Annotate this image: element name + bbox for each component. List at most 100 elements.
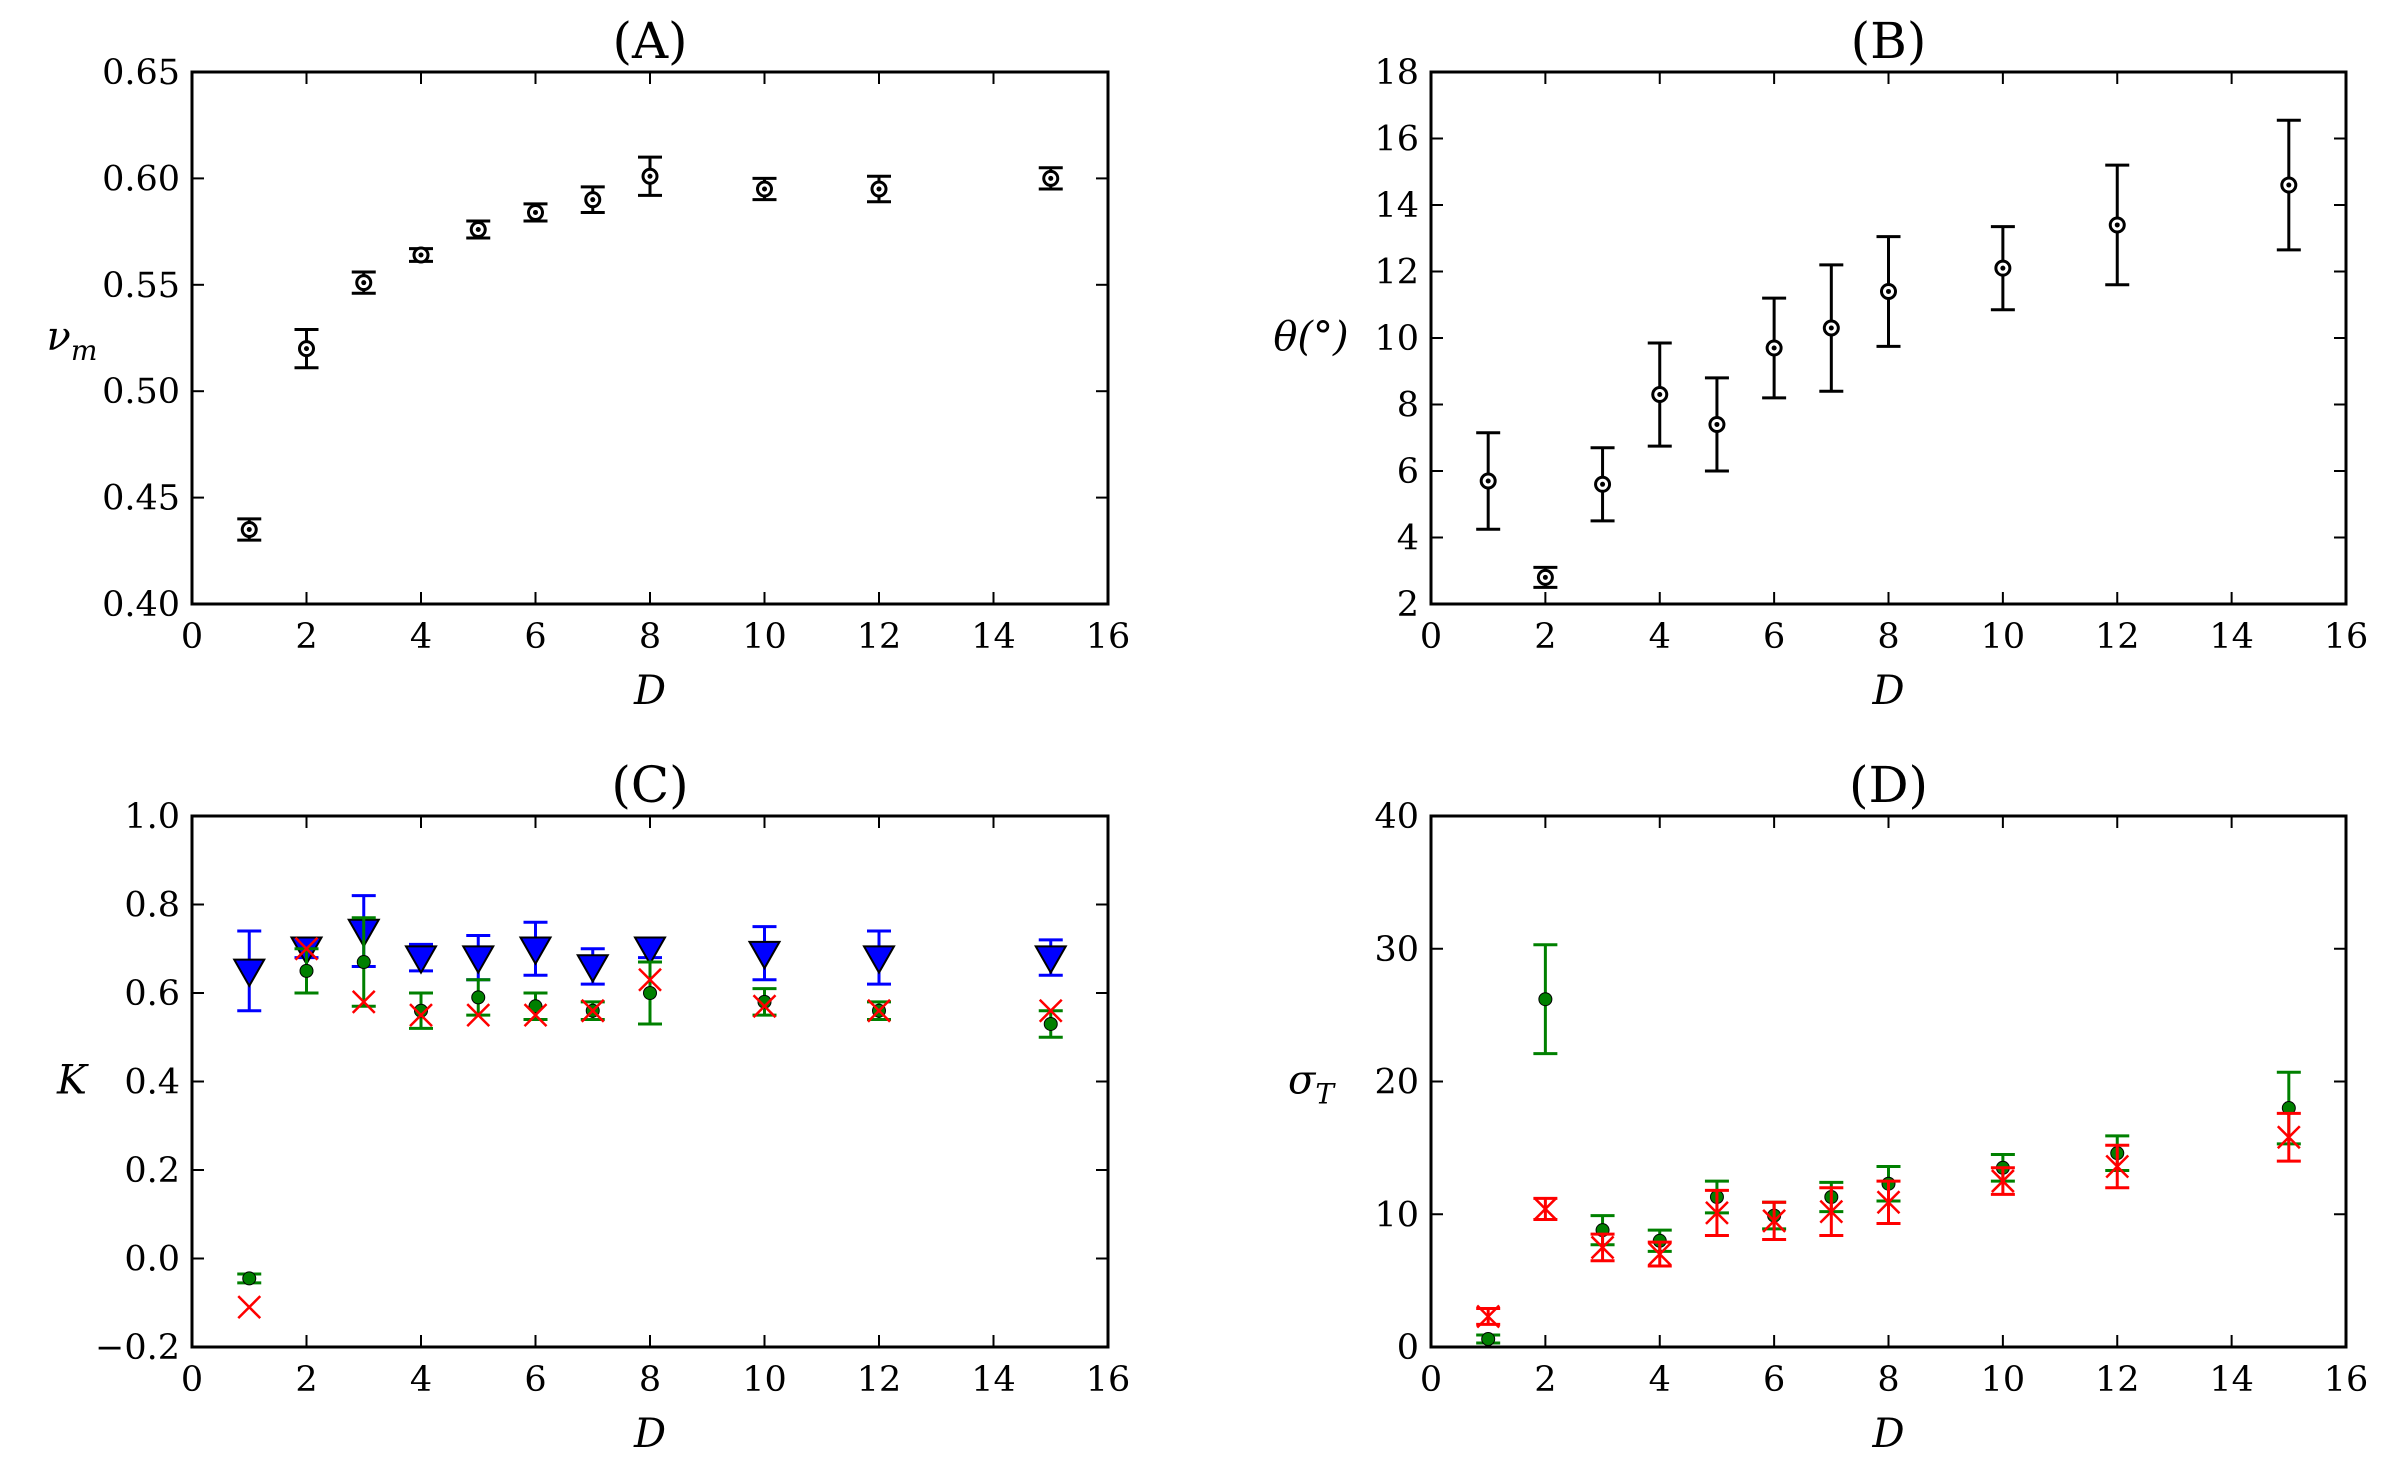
- x-tick-label: 0: [1420, 1360, 1442, 1400]
- data-point: [576, 954, 610, 984]
- x-tick-label: 12: [857, 617, 902, 657]
- data-point: [518, 936, 553, 966]
- data-point: [1538, 992, 1553, 1007]
- data-point-center: [1771, 345, 1777, 351]
- panel-title: (B): [1851, 12, 1927, 70]
- data-point-center: [1485, 478, 1491, 484]
- y-tick-label: 40: [1374, 797, 1419, 837]
- data-point: [752, 994, 777, 1019]
- data-point-center: [2114, 222, 2120, 228]
- data-point: [528, 999, 543, 1014]
- data-point: [1705, 1201, 1729, 1225]
- y-tick-label: 0.4: [124, 1063, 180, 1103]
- x-tick-label: 14: [2209, 1360, 2254, 1400]
- y-tick-label: 10: [1374, 319, 1419, 359]
- x-tick-label: 2: [295, 1360, 317, 1400]
- y-axis-label: νm: [47, 314, 98, 367]
- series-θ: [1476, 118, 2301, 589]
- x-tick-label: 16: [2324, 1360, 2369, 1400]
- x-tick-label: 2: [295, 617, 317, 657]
- x-axis-label: D: [633, 668, 666, 714]
- data-point: [461, 945, 495, 975]
- data-point-center: [304, 346, 309, 352]
- data-point-center: [762, 186, 767, 192]
- data-point: [1819, 1199, 1844, 1224]
- x-tick-label: 4: [410, 617, 432, 657]
- data-point: [1034, 945, 1068, 975]
- panel-title: (A): [612, 12, 687, 70]
- y-axis-label: K: [56, 1058, 89, 1104]
- y-tick-label: 0.60: [102, 159, 180, 199]
- x-tick-label: 16: [1086, 1360, 1131, 1400]
- data-point: [747, 940, 782, 971]
- x-tick-label: 6: [1763, 617, 1785, 657]
- data-point: [633, 936, 667, 966]
- y-tick-label: 1.0: [124, 797, 180, 837]
- y-tick-label: 12: [1374, 253, 1419, 293]
- x-tick-label: 14: [2209, 617, 2254, 657]
- x-tick-label: 8: [1877, 617, 1899, 657]
- data-point-center: [1714, 421, 1720, 427]
- x-tick-label: 6: [524, 1360, 546, 1400]
- y-tick-label: 10: [1374, 1195, 1419, 1235]
- data-point: [466, 1003, 491, 1028]
- data-point: [1533, 1197, 1558, 1221]
- x-axis-label: D: [633, 1411, 666, 1457]
- y-tick-label: 0.6: [124, 974, 180, 1014]
- data-point: [638, 967, 662, 992]
- data-point: [237, 1295, 262, 1320]
- x-tick-label: 6: [1763, 1360, 1785, 1400]
- x-tick-label: 10: [1981, 1360, 2026, 1400]
- data-point-center: [418, 252, 424, 258]
- data-point: [1481, 1332, 1496, 1347]
- y-tick-label: 0.50: [102, 372, 180, 412]
- data-point: [1762, 1209, 1787, 1233]
- data-point: [242, 1271, 257, 1286]
- plot-frame: [190, 70, 1110, 606]
- data-point: [580, 998, 605, 1023]
- x-tick-label: 8: [1877, 1360, 1899, 1400]
- y-tick-label: 0.2: [124, 1151, 180, 1191]
- data-point-center: [1886, 288, 1891, 294]
- data-point: [409, 1003, 433, 1028]
- y-tick-label: 0.40: [102, 585, 180, 625]
- data-point-center: [246, 527, 252, 533]
- data-point-center: [1542, 574, 1548, 580]
- panel-title: (C): [611, 756, 688, 814]
- y-tick-label: 8: [1397, 386, 1419, 426]
- plot-frame: [1429, 814, 2348, 1349]
- x-tick-label: 0: [181, 1360, 203, 1400]
- data-point: [643, 986, 657, 1000]
- data-point-center: [2000, 265, 2006, 271]
- x-tick-label: 12: [2095, 617, 2140, 657]
- data-point-center: [475, 226, 481, 232]
- data-point: [1038, 998, 1063, 1023]
- data-point: [757, 994, 772, 1009]
- x-tick-label: 4: [1649, 617, 1671, 657]
- y-tick-label: −0.2: [95, 1328, 180, 1368]
- y-tick-label: 14: [1374, 186, 1419, 226]
- panel-title: (D): [1849, 756, 1928, 814]
- data-point: [1647, 1242, 1672, 1266]
- x-tick-label: 8: [639, 617, 661, 657]
- x-tick-label: 14: [971, 1360, 1016, 1400]
- data-point: [867, 998, 891, 1023]
- series-red: [1476, 1111, 2301, 1329]
- y-axis-label: θ(°): [1273, 314, 1348, 360]
- series-green: [1476, 943, 2301, 1347]
- x-tick-label: 6: [524, 617, 546, 657]
- x-tick-label: 10: [742, 1360, 787, 1400]
- x-tick-label: 2: [1534, 1360, 1556, 1400]
- x-tick-label: 0: [181, 617, 203, 657]
- data-point-center: [1657, 392, 1663, 398]
- data-point-center: [1828, 325, 1834, 331]
- data-point: [232, 958, 266, 988]
- y-tick-label: 16: [1374, 120, 1419, 160]
- data-point: [299, 963, 314, 978]
- data-point: [351, 989, 376, 1014]
- data-point-center: [647, 173, 653, 179]
- data-point-center: [361, 280, 367, 286]
- y-tick-label: 30: [1374, 930, 1419, 970]
